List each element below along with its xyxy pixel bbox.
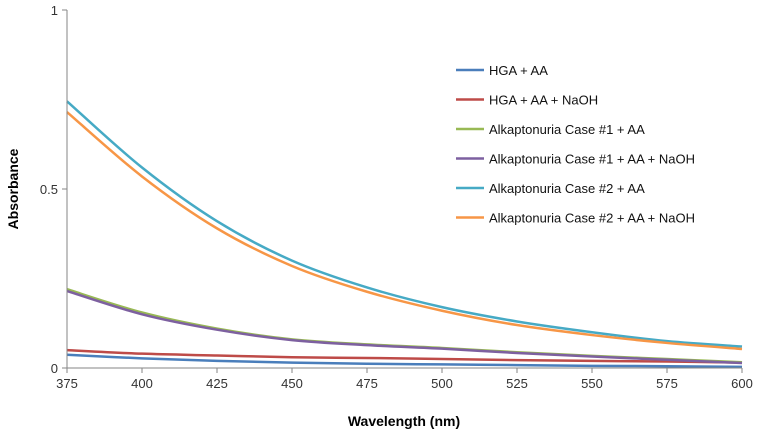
- y-tick-label: 0.5: [40, 182, 58, 197]
- legend-label: HGA + AA: [489, 63, 548, 78]
- series-line-1: [66, 353, 743, 369]
- x-ticks: 375 400 425 450 475 500 525 550 575 600: [56, 368, 753, 391]
- series-layer: [66, 100, 743, 369]
- legend-label: HGA + AA + NaOH: [489, 93, 598, 108]
- y-ticks: 00.51: [40, 3, 67, 376]
- x-tick-label: 550: [581, 376, 603, 391]
- legend: HGA + AA HGA + AA + NaOH Alkaptonuria Case…: [456, 63, 695, 226]
- x-tick-label: 575: [656, 376, 678, 391]
- series-line-4: [66, 289, 743, 365]
- y-tick-label: 1: [51, 3, 58, 18]
- x-tick-label: 375: [56, 376, 78, 391]
- series-line-6: [66, 111, 743, 351]
- series-line-3: [66, 288, 743, 364]
- x-tick-label: 425: [206, 376, 228, 391]
- x-tick-label: 475: [356, 376, 378, 391]
- legend-label: Alkaptonuria Case #2 + AA: [489, 181, 645, 196]
- legend-label: Alkaptonuria Case #1 + AA: [489, 122, 645, 137]
- series-line-2: [66, 348, 743, 364]
- x-tick-label: 450: [281, 376, 303, 391]
- x-tick-label: 525: [506, 376, 528, 391]
- y-tick-label: 0: [51, 361, 58, 376]
- x-axis-label: Wavelength (nm): [348, 413, 460, 429]
- legend-label: Alkaptonuria Case #1 + AA + NaOH: [489, 152, 695, 167]
- legend-label: Alkaptonuria Case #2 + AA + NaOH: [489, 211, 695, 226]
- series-line-5: [66, 100, 743, 348]
- x-tick-label: 600: [731, 376, 753, 391]
- x-tick-label: 400: [131, 376, 153, 391]
- x-tick-label: 500: [431, 376, 453, 391]
- y-axis-label: Absorbance: [5, 148, 21, 229]
